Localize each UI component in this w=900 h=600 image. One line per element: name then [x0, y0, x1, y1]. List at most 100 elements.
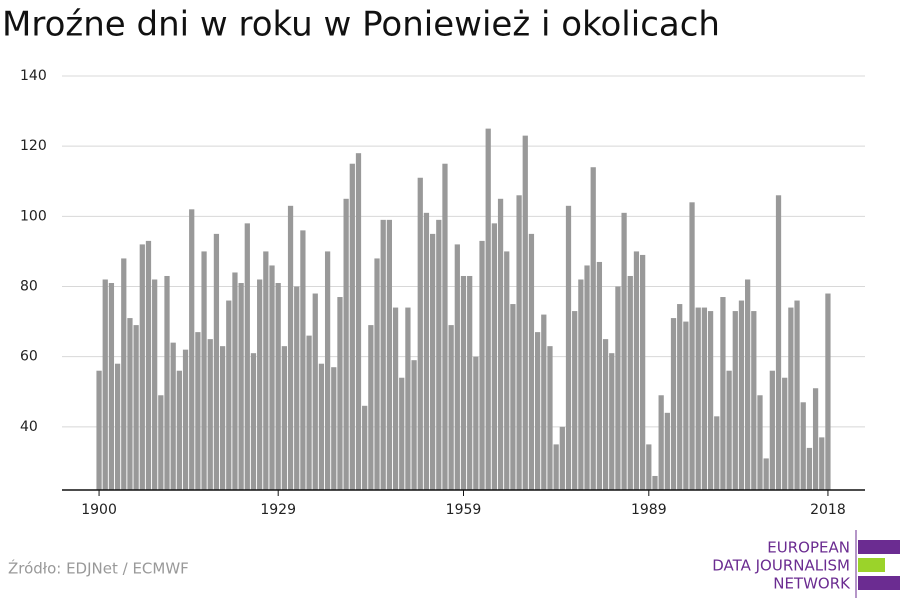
bar	[306, 335, 312, 490]
chart-title: Mroźne dni w roku w Poniewież i okolicac…	[2, 5, 720, 45]
bar	[738, 300, 745, 490]
bar	[559, 426, 565, 490]
bar	[726, 370, 732, 490]
bar	[244, 223, 250, 490]
bar	[627, 275, 633, 490]
bar	[182, 349, 189, 490]
bar	[497, 198, 504, 490]
bar	[312, 293, 318, 490]
bar	[578, 279, 584, 490]
logo-text: EUROPEAN	[767, 539, 850, 557]
bar	[775, 195, 782, 490]
bar	[207, 339, 213, 490]
bar	[615, 286, 621, 490]
bar	[281, 346, 287, 490]
logo: EUROPEAN DATA JOURNALISM NETWORK	[712, 530, 900, 598]
bar	[621, 212, 627, 490]
bar	[263, 251, 269, 490]
bar	[324, 251, 331, 490]
bar	[399, 377, 405, 490]
bar	[812, 388, 819, 490]
bar	[275, 283, 281, 490]
bar	[609, 353, 615, 490]
bar	[102, 279, 108, 490]
bar	[596, 261, 603, 490]
bar	[590, 167, 596, 490]
bar	[572, 311, 578, 490]
x-tick-label: 1989	[631, 502, 667, 518]
bar	[633, 251, 640, 490]
x-tick-label: 1959	[446, 502, 482, 518]
bar	[417, 177, 423, 490]
y-tick-label: 140	[20, 68, 47, 84]
bar	[201, 251, 207, 490]
bar	[658, 395, 664, 490]
bar	[349, 163, 355, 491]
y-tick-label: 120	[20, 138, 47, 154]
bar	[386, 219, 393, 490]
bar	[96, 370, 102, 490]
bar	[355, 153, 362, 490]
bar	[362, 405, 368, 490]
bar	[442, 163, 448, 491]
bar	[368, 325, 374, 490]
bar	[300, 230, 306, 491]
bar	[479, 240, 485, 490]
logo-bar	[858, 558, 885, 572]
bar	[547, 346, 553, 490]
bar	[714, 416, 720, 490]
logo-text: DATA JOURNALISM	[712, 557, 850, 575]
bar	[788, 307, 794, 490]
bar	[318, 363, 325, 490]
bar	[701, 307, 708, 490]
bar	[170, 342, 176, 490]
bar	[485, 128, 491, 490]
bar	[707, 311, 714, 490]
bar	[553, 444, 559, 490]
bar	[677, 304, 683, 490]
bar	[337, 297, 343, 490]
bar	[232, 272, 238, 490]
bar	[806, 447, 813, 490]
bar	[670, 318, 677, 490]
bar	[534, 332, 541, 490]
bar	[541, 314, 547, 490]
bar	[751, 311, 757, 490]
bar	[794, 300, 800, 490]
bar	[158, 395, 164, 490]
y-tick-label: 60	[20, 349, 38, 365]
bar	[287, 205, 294, 491]
bar	[448, 325, 454, 490]
bar	[491, 223, 498, 490]
bar	[226, 300, 232, 490]
bar	[269, 265, 275, 490]
bar	[374, 258, 380, 490]
bar	[652, 475, 658, 490]
bar	[405, 307, 411, 490]
y-tick-label: 100	[20, 208, 47, 224]
bar	[763, 458, 769, 490]
bar	[423, 212, 430, 490]
bar	[238, 283, 244, 490]
bar	[473, 356, 479, 490]
bar	[331, 367, 337, 490]
bar	[689, 202, 695, 490]
bar	[294, 286, 300, 490]
bar	[460, 275, 467, 490]
bar	[343, 198, 349, 490]
bar	[819, 437, 825, 490]
bar	[510, 304, 516, 490]
bar	[429, 233, 436, 491]
bar	[145, 240, 152, 490]
logo-bar	[858, 540, 900, 554]
bar	[757, 395, 763, 490]
bar	[584, 265, 590, 490]
bar	[732, 311, 738, 490]
bar	[504, 251, 510, 490]
bar	[565, 205, 572, 491]
bar	[380, 219, 386, 490]
x-tick-label: 1929	[260, 502, 296, 518]
bar	[411, 360, 417, 490]
bar	[392, 307, 399, 490]
